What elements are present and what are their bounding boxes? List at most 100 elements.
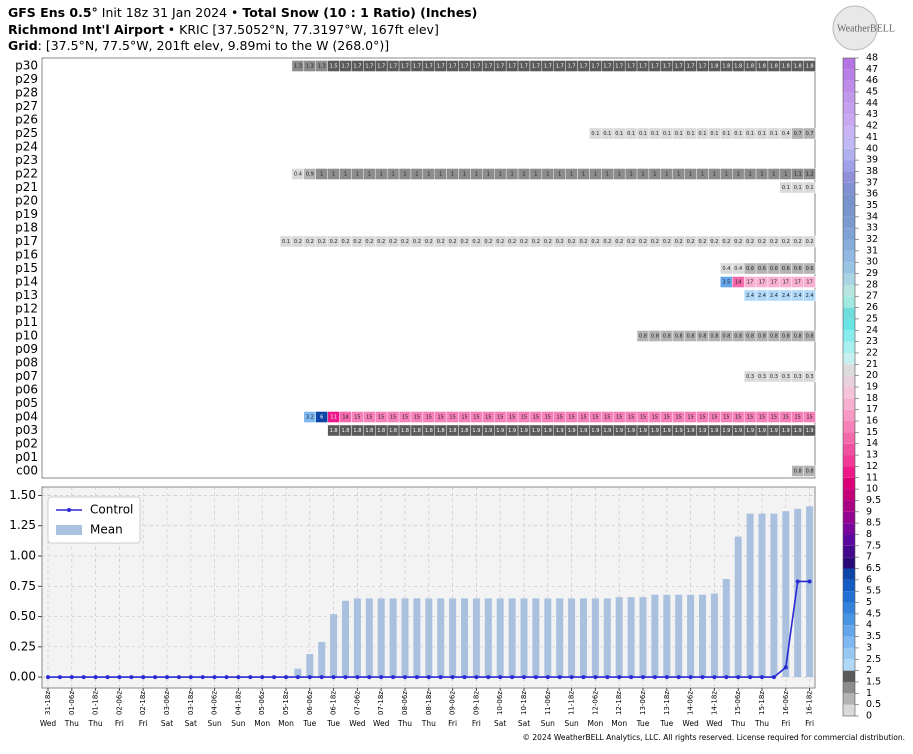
point	[284, 675, 288, 680]
cell-label: 0.2	[556, 239, 564, 245]
legend-swatch	[56, 525, 82, 535]
cell-label: 0.4	[294, 172, 302, 178]
colorbar-label: 1	[866, 688, 872, 699]
cell-label: 0.3	[770, 374, 778, 380]
cell-label: 1	[641, 172, 644, 178]
logo-globe	[832, 5, 878, 51]
row-label: p14	[15, 275, 38, 289]
cell-label: 1.7	[461, 64, 469, 70]
cell-label: 15	[676, 415, 682, 421]
site: Richmond Int'l Airport • KRIC [37.5052°N…	[8, 22, 439, 37]
weekday-label: Tue	[326, 719, 340, 728]
weekday-label: Fri	[448, 719, 457, 728]
cell-label: 1.9	[544, 428, 552, 434]
cell-label: 0.4	[734, 266, 742, 272]
bar	[568, 598, 576, 678]
point	[93, 675, 98, 680]
cell-label: 0.8	[663, 334, 671, 340]
cell-label: 1.7	[449, 64, 457, 70]
bar	[461, 598, 468, 678]
cell-label: 0.8	[782, 334, 790, 340]
site-info: • KRIC [37.5052°N, 77.3197°W, 167ft elev…	[164, 22, 439, 37]
cell-label: 0.1	[675, 131, 683, 137]
cell-label: 1.8	[389, 428, 397, 434]
cell-label: 1.8	[413, 428, 421, 434]
cell-label: 1.9	[568, 428, 576, 434]
cell-label: 0.2	[591, 239, 599, 245]
weekday-label: Wed	[40, 719, 57, 728]
colorbar-segment	[843, 432, 855, 444]
cell-label: 1	[594, 172, 597, 178]
colorbar-segment	[843, 681, 855, 694]
cell-label: 1.7	[639, 64, 647, 70]
point	[165, 675, 169, 680]
cell-label: 1.7	[556, 64, 564, 70]
cell-label: 1.7	[365, 64, 373, 70]
colorbar-segment	[843, 364, 855, 376]
point	[807, 579, 812, 584]
cell-label: 1.7	[651, 64, 659, 70]
cell-label: 0.8	[806, 469, 814, 475]
cell-label: 0.3	[782, 374, 790, 380]
cell-label: 0.8	[770, 334, 778, 340]
cell-label: 1	[653, 172, 656, 178]
bar	[627, 597, 635, 678]
cell-label: 15	[557, 415, 563, 421]
cell-label: 15	[485, 415, 491, 421]
colorbar-label: 10	[866, 484, 878, 495]
cell-label: 1	[784, 172, 787, 178]
cell-label: 0.3	[806, 374, 814, 380]
weekday-label: Wed	[373, 719, 390, 728]
weekday-label: Fri	[805, 719, 814, 728]
point	[664, 675, 669, 680]
colorbar-label: 31	[866, 245, 878, 256]
grid-text: : [37.5°N, 77.5°W, 201ft elev, 9.89mi to…	[38, 38, 389, 53]
x-tick-label: 12-06z	[591, 691, 599, 715]
cell-label: 1.8	[758, 64, 766, 70]
weekday-label: Sat	[185, 719, 197, 728]
row-label: p07	[15, 369, 38, 383]
x-tick-label: 31-18z	[44, 691, 52, 715]
colorbar-segment	[843, 455, 855, 467]
colorbar-label: 46	[866, 75, 878, 86]
x-tick-label: 07-06z	[353, 691, 361, 715]
colorbar-label: 11	[866, 472, 878, 483]
row-label: p13	[15, 288, 38, 302]
cell-label: 1.9	[758, 428, 766, 434]
cell-label: 0.2	[544, 239, 552, 245]
cell-label: 1.7	[568, 64, 576, 70]
colorbar-segment	[843, 421, 855, 433]
cell-label: 15	[664, 415, 670, 421]
point	[46, 675, 50, 680]
colorbar-label: 17	[866, 404, 878, 415]
cell-label: 15	[723, 415, 729, 421]
cell-label: 0.8	[651, 334, 659, 340]
cell-label: 17	[771, 280, 777, 286]
cell-label: 15	[509, 415, 515, 421]
cell-label: 15	[473, 415, 479, 421]
cell-label: 1.8	[449, 428, 457, 434]
cell-label: 1.7	[353, 64, 361, 70]
point	[629, 675, 634, 680]
point	[783, 665, 788, 670]
cell-label: 0.1	[651, 131, 659, 137]
colorbar-segment	[843, 398, 855, 410]
colorbar-segment	[843, 511, 855, 524]
point	[355, 675, 360, 680]
x-tick-label: 01-18z	[92, 691, 100, 715]
colorbar-segment	[843, 171, 855, 183]
point	[403, 675, 407, 680]
x-tick-label: 08-18z	[425, 691, 433, 715]
point	[593, 675, 598, 680]
cell-label: 15	[521, 415, 527, 421]
colorbar-label: 43	[866, 109, 878, 120]
cell-label: 1	[749, 172, 752, 178]
point	[200, 675, 205, 680]
point	[605, 675, 610, 680]
cell-label: 1	[332, 172, 335, 178]
cell-label: 1	[772, 172, 775, 178]
footer: © 2024 WeatherBELL Analytics, LLC. All r…	[523, 733, 905, 742]
cell-label: 1.8	[734, 64, 742, 70]
cell-label: 1	[511, 172, 514, 178]
cell-label: 0.8	[734, 334, 742, 340]
